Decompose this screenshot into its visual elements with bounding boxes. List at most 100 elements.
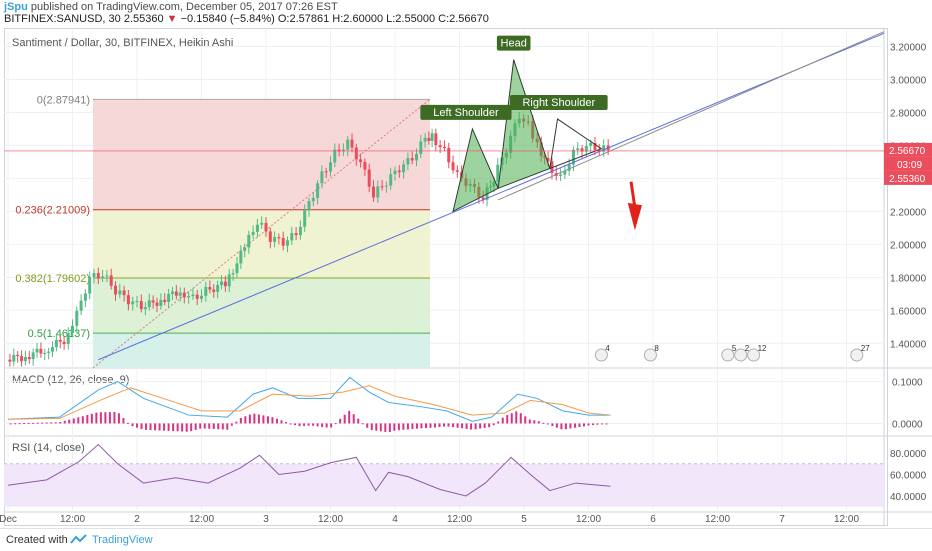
macd-histogram-bar <box>104 412 107 424</box>
macd-histogram-bar <box>456 423 459 428</box>
macd-histogram-bar <box>515 411 518 424</box>
time-axis-tick: 3 <box>263 514 269 525</box>
last-price-text: 2.55360 <box>889 174 926 185</box>
candle-body <box>389 174 393 186</box>
macd-histogram-bar <box>32 422 35 424</box>
macd-histogram-bar <box>50 422 53 424</box>
macd-histogram-bar <box>99 412 102 424</box>
tradingview-brand-link[interactable]: TradingView <box>92 534 153 546</box>
macd-histogram-bar <box>348 410 351 424</box>
event-count: 2 <box>745 344 750 353</box>
candle-body <box>101 276 105 279</box>
macd-histogram-bar <box>592 423 595 426</box>
macd-histogram-bar <box>555 423 558 428</box>
macd-histogram-bar <box>388 423 391 432</box>
candle-body <box>346 139 350 150</box>
macd-histogram-bar <box>294 423 297 426</box>
rsi-title: RSI (14, close) <box>12 442 85 454</box>
macd-histogram-bar <box>596 423 599 425</box>
candle-body <box>109 275 113 286</box>
candle-body <box>219 281 223 286</box>
candle-body <box>187 296 191 298</box>
macd-histogram-bar <box>108 412 111 424</box>
candle-body <box>294 233 298 236</box>
candle-body <box>380 186 384 188</box>
candle-body <box>231 273 235 275</box>
time-axis-tick: 12:00 <box>318 514 343 525</box>
pattern-label: Head <box>501 38 527 50</box>
macd-histogram-bar <box>339 418 342 424</box>
macd-histogram-bar <box>506 415 509 424</box>
macd-histogram-bar <box>239 417 242 424</box>
macd-histogram-bar <box>81 416 84 424</box>
macd-histogram-bar <box>266 416 269 424</box>
macd-histogram-bar <box>303 423 306 426</box>
down-arrow-icon: ▼ <box>166 13 178 25</box>
macd-histogram-bar <box>325 423 328 428</box>
time-axis-tick: 12:00 <box>834 514 859 525</box>
price-axis-tick: 2.20000 <box>890 207 927 218</box>
macd-histogram-bar <box>244 416 247 424</box>
candle-body <box>54 339 58 348</box>
macd-histogram-bar <box>479 423 482 429</box>
fib-level-label: 0(2.87941) <box>37 94 90 106</box>
macd-histogram-bar <box>257 414 260 424</box>
publish-line: jSpu published on TradingView.com, Decem… <box>4 1 338 13</box>
candle-body <box>320 171 324 184</box>
candle-body <box>243 247 247 251</box>
down-arrow-icon <box>627 181 643 231</box>
macd-histogram-bar <box>217 423 220 430</box>
macd-histogram-bar <box>334 423 337 425</box>
candle-body <box>251 231 255 235</box>
username-link[interactable]: jSpu <box>4 1 28 13</box>
time-axis-tick: 12:00 <box>189 514 214 525</box>
published-text: published on TradingView.com, December 0… <box>30 1 338 13</box>
candle-body <box>247 234 251 248</box>
candle-body <box>35 348 39 353</box>
candle-body <box>406 157 410 165</box>
fib-zone <box>93 333 430 368</box>
time-axis-tick: 12:00 <box>60 514 85 525</box>
event-flag-icon <box>747 348 761 362</box>
candle-body <box>131 301 135 305</box>
candle-body <box>341 149 345 152</box>
candle-body <box>118 290 122 295</box>
candle-body <box>354 147 358 160</box>
candle-body <box>23 357 27 362</box>
rsi-axis-tick: 60.0000 <box>890 471 927 482</box>
pattern-label-box <box>510 95 608 111</box>
open-value: O:2.57861 <box>277 13 330 25</box>
macd-histogram-bar <box>194 423 197 430</box>
macd-histogram-bar <box>289 423 292 425</box>
macd-histogram-bar <box>361 423 364 425</box>
candle-body <box>410 157 414 161</box>
macd-histogram-bar <box>465 423 468 429</box>
macd-histogram-bar <box>587 423 590 426</box>
candle-body <box>442 146 446 148</box>
candle-body <box>135 301 139 303</box>
macd-histogram-bar <box>172 423 175 432</box>
macd-histogram-bar <box>551 423 554 427</box>
macd-histogram-bar <box>316 423 319 427</box>
fib-zone <box>93 277 430 334</box>
macd-histogram-bar <box>528 419 531 424</box>
candle-body <box>227 274 231 287</box>
rsi-band <box>4 463 884 507</box>
candle-body <box>62 341 66 345</box>
macd-histogram-bar <box>23 423 26 425</box>
candle-body <box>170 291 174 294</box>
macd-histogram-bar <box>212 423 215 429</box>
candle-body <box>423 137 427 142</box>
candle-body <box>260 222 264 225</box>
macd-histogram-bar <box>542 422 545 424</box>
macd-histogram-bar <box>537 421 540 424</box>
low-value: L:2.55000 <box>386 13 436 25</box>
event-count: 27 <box>861 344 870 353</box>
macd-histogram-bar <box>27 422 30 424</box>
candle-body <box>58 339 62 342</box>
macd-histogram-bar <box>18 423 21 425</box>
candle-body <box>47 351 51 353</box>
macd-histogram-bar <box>90 413 93 424</box>
macd-histogram-bar <box>546 423 549 425</box>
